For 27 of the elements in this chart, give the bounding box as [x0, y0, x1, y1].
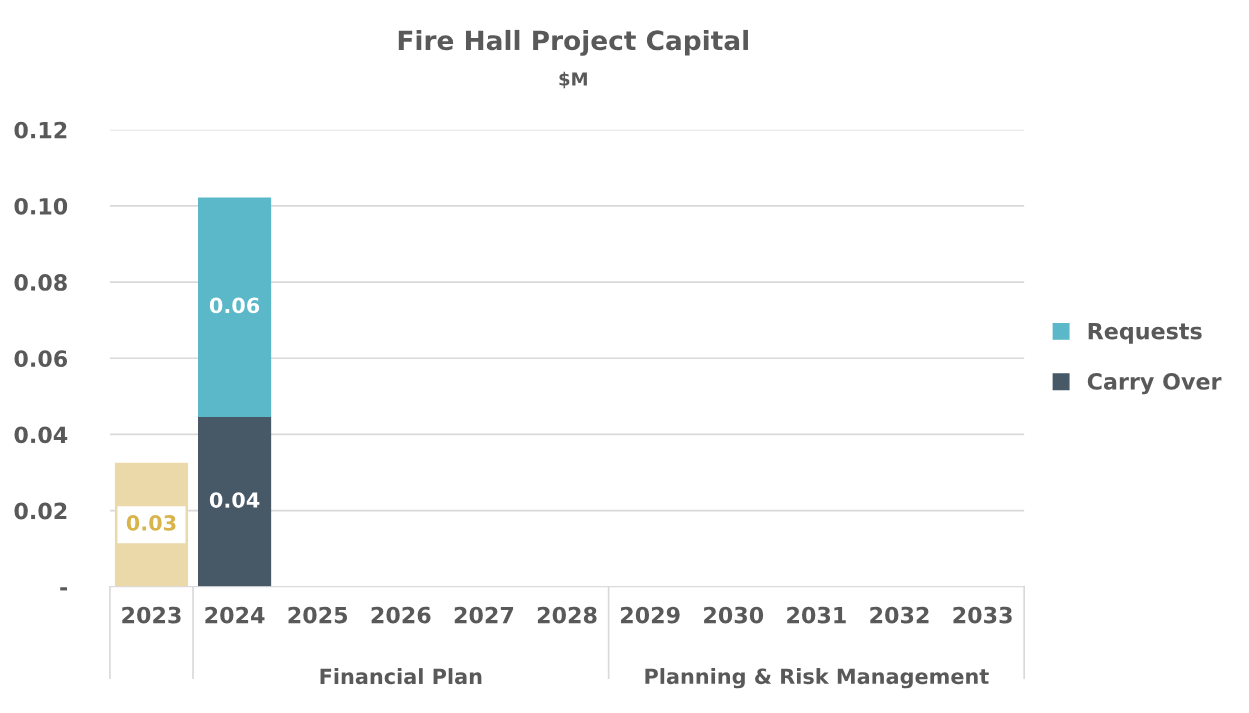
chart-subtitle: $M [559, 71, 587, 89]
x-tick-label: 2028 [537, 606, 597, 624]
x-tick-label: 2031 [787, 606, 846, 624]
x-tick-label: 2026 [371, 606, 431, 624]
x-tick-label: 2033 [953, 606, 1012, 624]
legend-label: Requests [1088, 322, 1202, 344]
y-tick-label: 0.10 [14, 197, 68, 215]
y-tick-label: 0.12 [14, 121, 67, 139]
x-tick-label: 2027 [454, 606, 514, 624]
y-tick-label: 0.02 [14, 502, 67, 520]
text: Planning & Risk Management [645, 668, 989, 689]
y-tick-label: 0.06 [14, 350, 68, 368]
text: Financial Plan [320, 668, 482, 685]
data-label: 0.03 [126, 515, 176, 531]
x-tick-label: 2032 [870, 606, 929, 624]
x-tick-label: 2025 [288, 606, 348, 624]
legend-label: Carry Over [1087, 373, 1222, 395]
chart-title: Fire Hall Project Capital [398, 29, 748, 56]
y-tick-label: - [60, 587, 68, 591]
y-tick-label: 0.08 [14, 274, 67, 291]
x-tick-label: 2023 [122, 606, 181, 624]
data-label: 0.04 [209, 492, 260, 508]
data-label: 0.06 [209, 297, 260, 314]
x-tick-label: 2024 [205, 606, 265, 624]
x-tick-label: 2029 [620, 606, 680, 624]
y-tick-label: 0.04 [14, 426, 68, 444]
x-tick-label: 2030 [704, 606, 764, 624]
